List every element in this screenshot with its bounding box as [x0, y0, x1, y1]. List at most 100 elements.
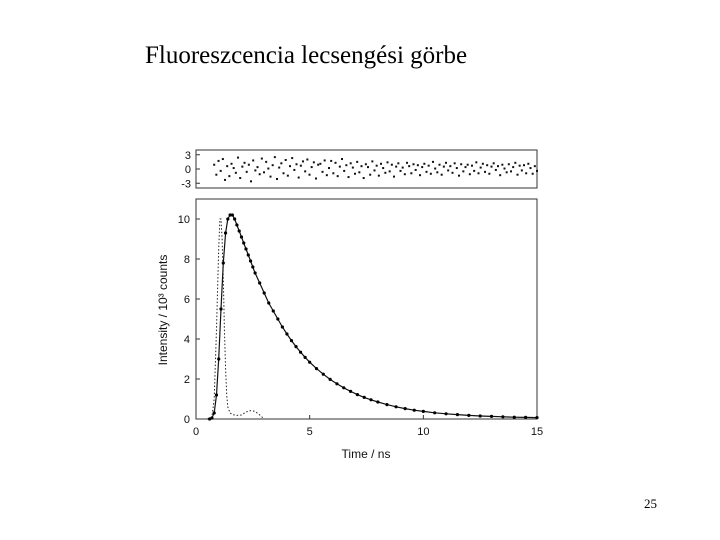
- residual-point: [291, 157, 294, 160]
- residual-point: [312, 161, 315, 164]
- residual-point: [282, 172, 285, 175]
- residual-point: [497, 165, 500, 168]
- residual-point: [304, 170, 307, 173]
- residual-point: [237, 156, 240, 159]
- residual-point: [466, 163, 469, 166]
- residual-point: [455, 167, 458, 170]
- residual-point: [371, 160, 374, 163]
- residual-point: [386, 161, 389, 164]
- residual-point: [243, 161, 246, 164]
- residual-point: [447, 169, 450, 172]
- decay-data-point: [217, 357, 221, 361]
- decay-data-point: [233, 217, 237, 221]
- decay-data-point: [242, 241, 246, 245]
- residual-y-tick-label: -3: [181, 178, 191, 190]
- residual-point: [349, 162, 352, 165]
- residual-point: [369, 173, 372, 176]
- residual-point: [228, 175, 231, 178]
- residual-point: [358, 171, 361, 174]
- decay-data-point: [455, 413, 460, 417]
- residual-panel: 3 0 -3: [181, 149, 538, 190]
- decay-data-point: [467, 413, 471, 417]
- decay-data-point: [214, 393, 219, 397]
- decay-data-point: [228, 213, 232, 217]
- y-tick-label: 8: [184, 254, 190, 266]
- decay-data-point: [342, 386, 346, 390]
- decay-data-point: [244, 247, 248, 251]
- decay-data-point: [355, 393, 360, 397]
- x-tick-label: 0: [193, 426, 199, 438]
- residual-point: [250, 180, 253, 183]
- residual-point: [481, 162, 484, 165]
- residual-point: [289, 165, 292, 168]
- x-tick-label: 5: [307, 426, 313, 438]
- residual-point: [232, 167, 235, 170]
- decay-data-point: [303, 355, 307, 359]
- decay-data-point: [421, 409, 425, 413]
- residual-y-tick-label: 0: [185, 164, 191, 176]
- residual-point: [499, 174, 502, 177]
- decay-data-point: [348, 389, 353, 393]
- residual-point: [267, 167, 270, 170]
- decay-data-point: [230, 213, 234, 217]
- decay-data-point: [219, 307, 223, 311]
- decay-data-point: [237, 229, 241, 233]
- residual-point: [286, 174, 289, 177]
- residual-point: [408, 165, 411, 168]
- residual-point: [423, 162, 426, 165]
- residual-point: [427, 164, 430, 167]
- decay-y-ticks: 0 2 4 6 8 10: [178, 214, 200, 426]
- residual-point: [516, 173, 519, 176]
- decay-data-point: [328, 377, 332, 381]
- residual-point: [393, 175, 396, 178]
- decay-data-point: [362, 395, 366, 399]
- residual-point: [421, 166, 424, 169]
- residual-point: [364, 163, 367, 166]
- y-tick-label: 2: [184, 374, 190, 386]
- x-tick-label: 10: [417, 426, 429, 438]
- residual-point: [510, 170, 513, 173]
- residual-point: [507, 163, 510, 166]
- residual-point: [464, 166, 467, 169]
- residual-point: [458, 174, 461, 177]
- residual-point: [475, 161, 478, 164]
- y-tick-label: 4: [184, 334, 190, 346]
- residual-point: [310, 166, 313, 169]
- residual-point: [486, 164, 489, 167]
- decay-data-point: [251, 265, 255, 269]
- decay-data-point: [248, 259, 253, 263]
- decay-data-point: [489, 414, 494, 418]
- decay-data-point: [308, 360, 312, 364]
- residual-point: [338, 165, 341, 168]
- residual-point: [239, 177, 242, 180]
- residual-point: [533, 165, 536, 168]
- residual-point: [514, 161, 517, 164]
- decay-data-point: [212, 411, 216, 415]
- residual-point: [494, 168, 497, 171]
- decay-data-point: [403, 407, 407, 411]
- residual-point: [536, 169, 538, 172]
- residual-point: [525, 172, 528, 175]
- decay-data-point: [221, 261, 225, 265]
- residual-point: [384, 171, 387, 174]
- residual-point: [529, 167, 532, 170]
- residual-point: [434, 167, 437, 170]
- residual-point: [375, 164, 378, 167]
- residual-point: [302, 160, 305, 163]
- residual-point: [254, 169, 257, 172]
- residual-point: [265, 160, 268, 163]
- residual-point: [451, 171, 454, 174]
- residual-point: [395, 165, 398, 168]
- residual-point: [306, 158, 309, 161]
- residual-plot-frame: [195, 149, 538, 189]
- residual-point: [429, 172, 432, 175]
- residual-point: [297, 176, 300, 179]
- residual-point: [351, 166, 354, 169]
- instrument-response-line: [207, 218, 265, 420]
- residual-point: [449, 165, 452, 168]
- residual-point: [330, 159, 333, 162]
- decay-data-point: [501, 415, 505, 419]
- decay-data-point: [394, 405, 398, 409]
- decay-plot-frame: [195, 198, 538, 420]
- residual-point: [520, 169, 523, 172]
